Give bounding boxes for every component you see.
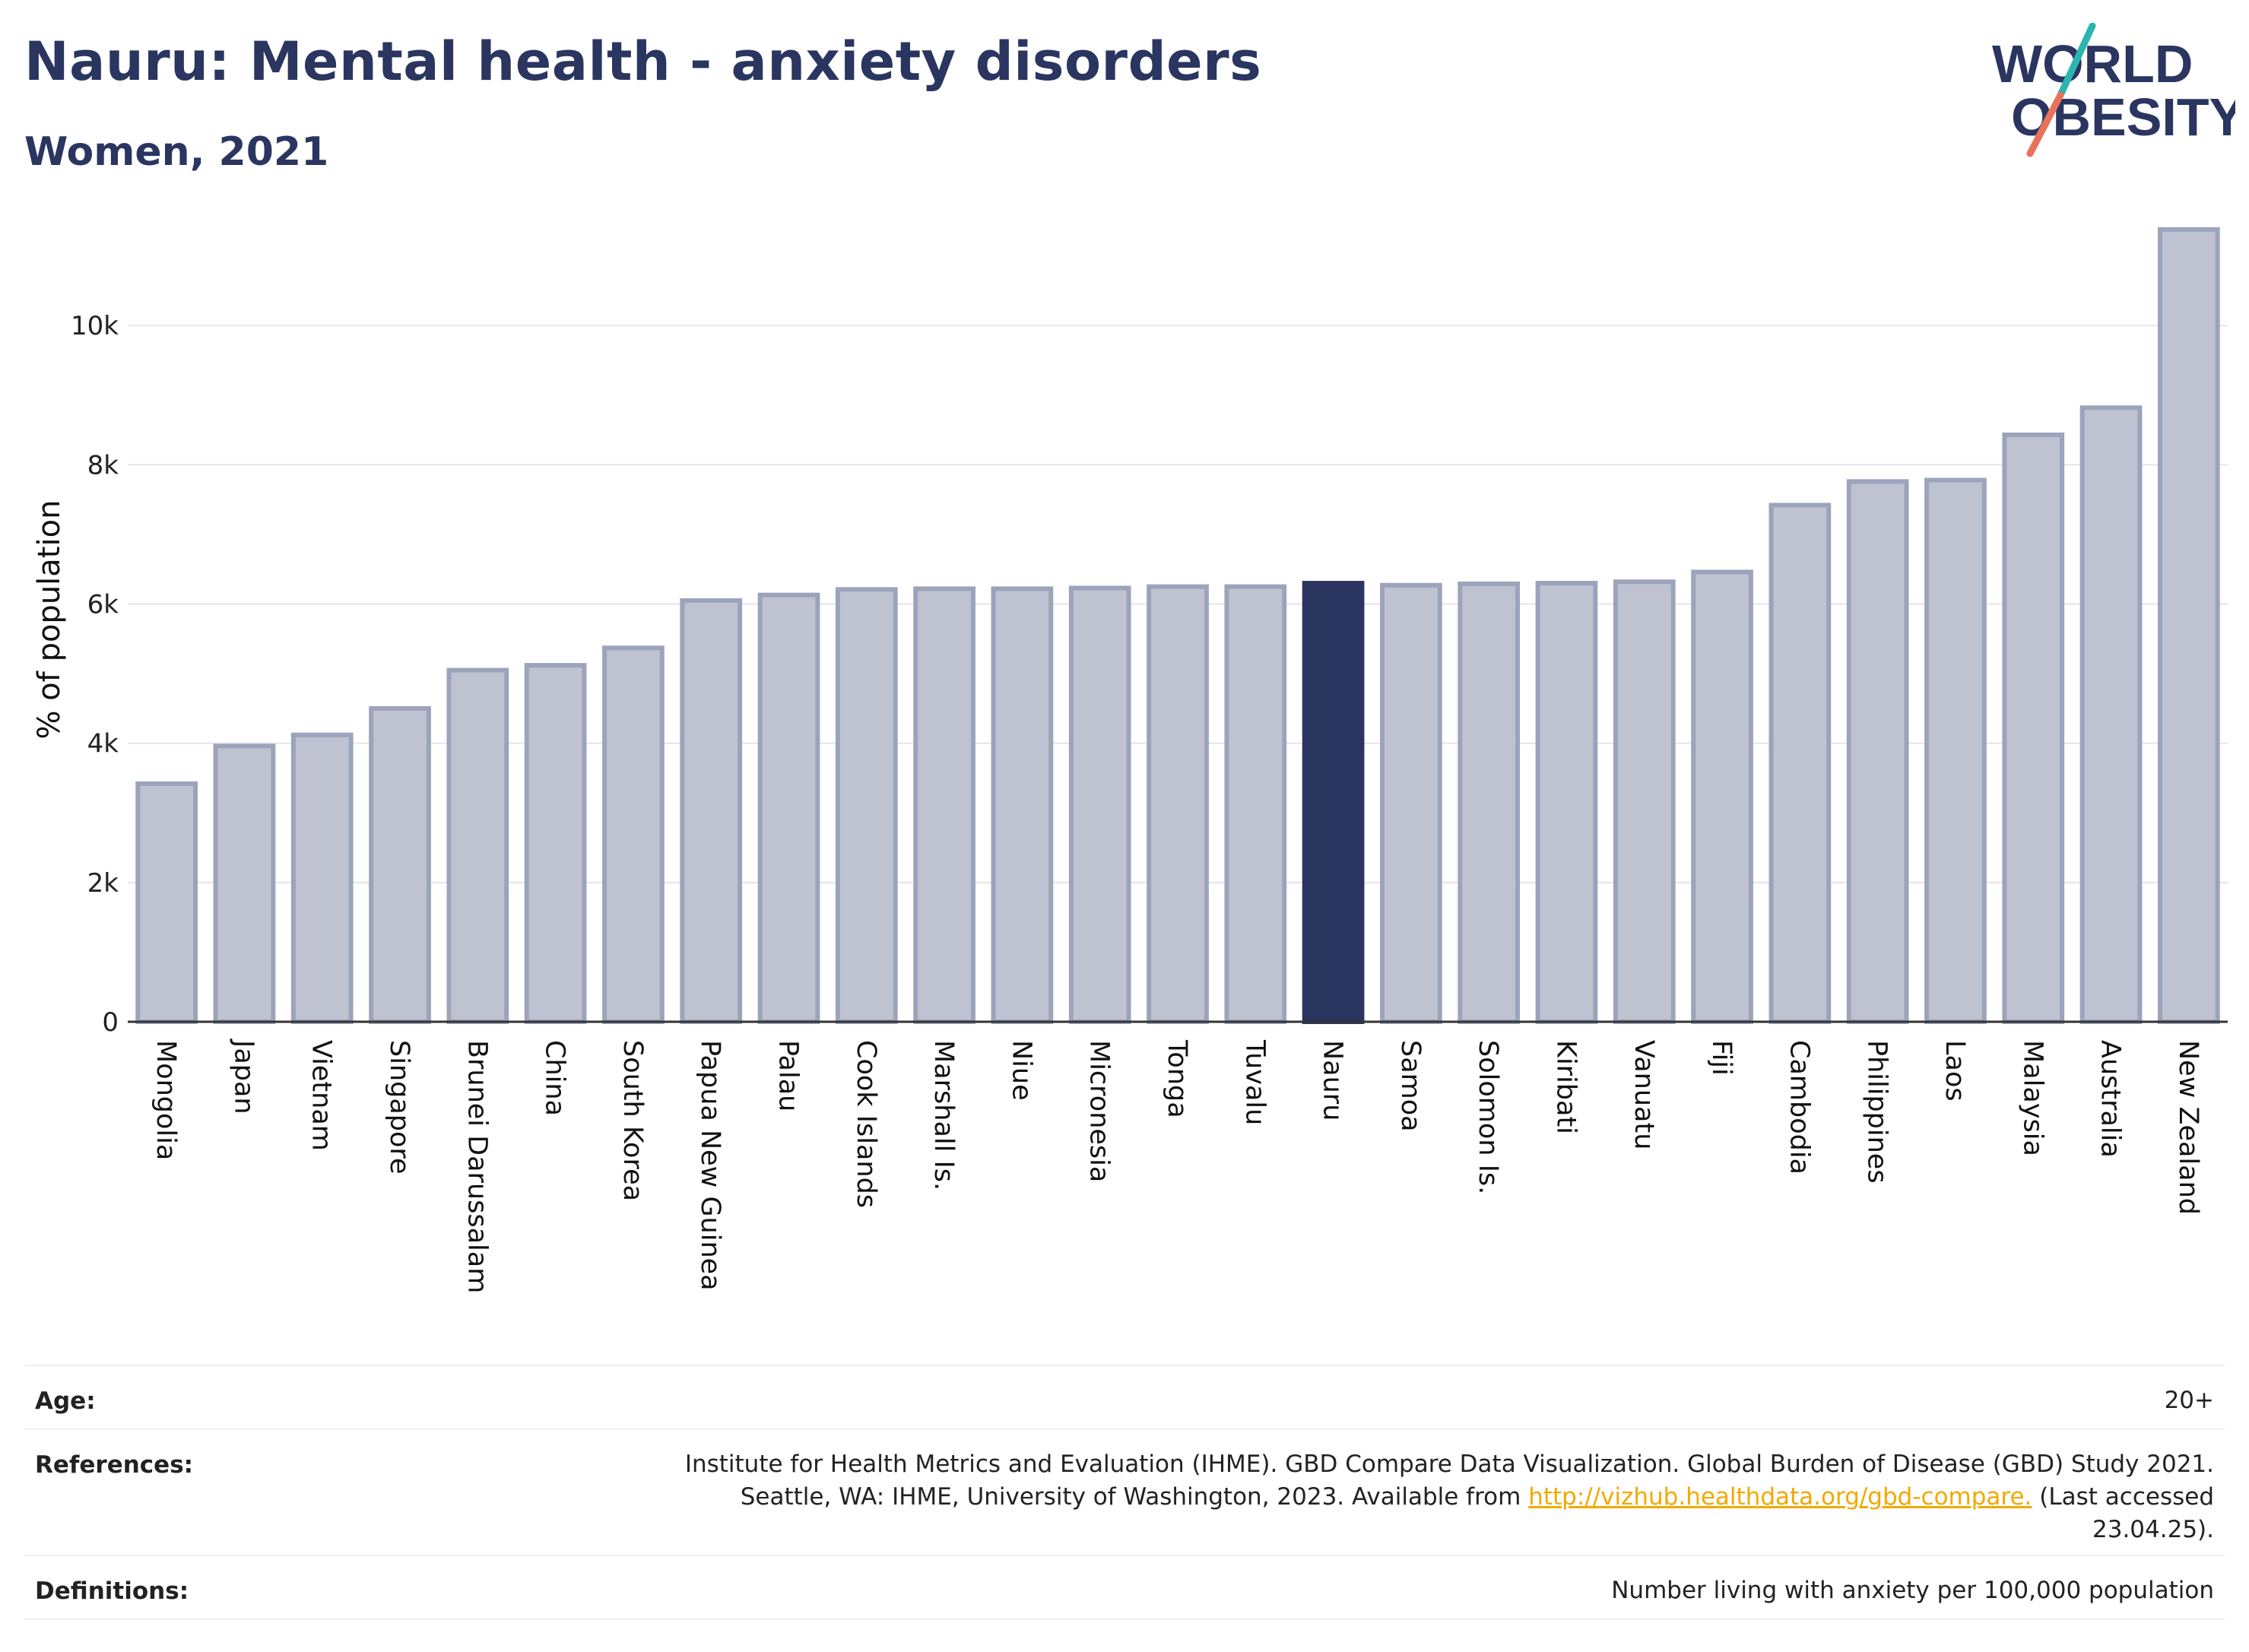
y-axis-label: % of population <box>32 500 67 740</box>
x-tick-label: Nauru <box>1318 1040 1348 1121</box>
bar <box>1458 581 1521 1024</box>
x-tick-label: Laos <box>1940 1040 1970 1102</box>
x-tick-label: Malaysia <box>2017 1040 2048 1156</box>
y-tick-label: 8k <box>87 450 119 480</box>
x-tick-label: Singapore <box>384 1040 414 1175</box>
bar <box>1613 579 1676 1024</box>
meta-row-references: References: Institute for Health Metrics… <box>24 1428 2225 1556</box>
bar <box>135 781 198 1025</box>
x-tick-label: Papua New Guinea <box>695 1040 725 1291</box>
bar-chart: 0 2k 4k 6k 8k 10k Mongolia Japan Vietnam Singapor… <box>32 227 2228 1293</box>
x-tick-label: Palau <box>773 1040 804 1111</box>
bar <box>524 663 587 1024</box>
x-tick-label: Philippines <box>1862 1040 1892 1184</box>
definitions-value: Number living with anxiety per 100,000 p… <box>1611 1577 2214 1604</box>
x-tick-label: Niue <box>1006 1040 1036 1101</box>
bar <box>913 586 975 1024</box>
page-subtitle: Women, 2021 <box>24 129 329 175</box>
bar <box>446 667 509 1024</box>
bar <box>680 598 743 1024</box>
age-value: 20+ <box>2164 1387 2214 1414</box>
references-label: References: <box>35 1451 194 1479</box>
bar <box>290 732 354 1025</box>
y-tick-label: 4k <box>87 729 119 759</box>
bar <box>1924 477 1987 1024</box>
bar <box>2002 432 2065 1024</box>
logo-slash-teal <box>2057 23 2096 99</box>
meta-bottom-border <box>24 1619 2225 1620</box>
bar <box>1846 479 1909 1024</box>
bar <box>1768 503 1832 1024</box>
meta-row-definitions: Definitions: Number living with anxiety … <box>24 1555 2225 1620</box>
x-tick-label: Tuvalu <box>1239 1039 1270 1125</box>
bar <box>1380 582 1442 1024</box>
x-tick-label: Fiji <box>1706 1040 1737 1076</box>
x-tick-label: Mongolia <box>151 1040 181 1160</box>
bar-highlight <box>1302 581 1365 1024</box>
references-line2-post: (Last accessed <box>2039 1483 2214 1511</box>
bar <box>1147 584 1209 1024</box>
world-obesity-logo: WORLD OBESITY <box>1992 23 2235 157</box>
x-tick-label: New Zealand <box>2173 1040 2203 1215</box>
y-tick-label: 10k <box>71 311 119 341</box>
x-tick-label: Australia <box>2095 1040 2126 1158</box>
bar <box>757 592 820 1024</box>
references-line2-pre: Seattle, WA: IHME, University of Washing… <box>740 1483 1521 1511</box>
logo-line1: WORLD <box>1992 34 2193 94</box>
bar <box>2158 227 2220 1025</box>
meta-row-age: Age: 20+ <box>24 1365 2225 1430</box>
bar <box>835 587 898 1024</box>
x-tick-label: Micronesia <box>1084 1040 1115 1182</box>
axes: 0 2k 4k 6k 8k 10k Mongolia Japan Vietnam Singapor… <box>71 311 2228 1293</box>
y-tick-label: 2k <box>87 868 119 899</box>
x-tick-label: Solomon Is. <box>1473 1040 1503 1194</box>
bars <box>135 227 2220 1025</box>
age-label: Age: <box>35 1387 96 1415</box>
x-tick-label: Japan <box>228 1038 259 1115</box>
bar <box>991 586 1054 1024</box>
x-tick-label: Cook Islands <box>851 1040 881 1208</box>
y-tick-label: 6k <box>87 590 119 620</box>
references-line1: Institute for Health Metrics and Evaluat… <box>684 1451 2214 1478</box>
bar <box>1535 581 1598 1024</box>
definitions-label: Definitions: <box>35 1577 189 1605</box>
x-tick-label: Vanuatu <box>1629 1040 1659 1149</box>
bar <box>602 645 665 1025</box>
logo-slash-coral <box>2026 91 2064 157</box>
x-tick-label: Cambodia <box>1784 1040 1814 1175</box>
bar <box>369 706 431 1024</box>
x-tick-label: Marshall Is. <box>928 1040 959 1191</box>
x-tick-label: China <box>540 1040 570 1116</box>
x-tick-label: South Korea <box>617 1040 648 1201</box>
references-value: Institute for Health Metrics and Evaluat… <box>465 1448 2214 1546</box>
bar <box>213 744 276 1024</box>
bar <box>1224 584 1287 1024</box>
bar <box>2079 405 2143 1024</box>
references-line3: 23.04.25). <box>2092 1516 2214 1543</box>
x-tick-label: Vietnam <box>306 1040 337 1151</box>
bar <box>1068 585 1131 1024</box>
x-tick-label: Tonga <box>1162 1039 1192 1118</box>
x-tick-label: Brunei Darussalam <box>462 1040 492 1293</box>
bar <box>1691 569 1753 1024</box>
references-line2: Seattle, WA: IHME, University of Washing… <box>465 1481 2214 1514</box>
x-tick-label: Kiribati <box>1550 1040 1581 1134</box>
x-tick-label: Samoa <box>1395 1040 1426 1132</box>
y-tick-label: 0 <box>102 1007 119 1038</box>
page-title: Nauru: Mental health - anxiety disorders <box>24 30 1262 93</box>
references-link[interactable]: http://vizhub.healthdata.org/gbd-compare… <box>1528 1483 2032 1511</box>
